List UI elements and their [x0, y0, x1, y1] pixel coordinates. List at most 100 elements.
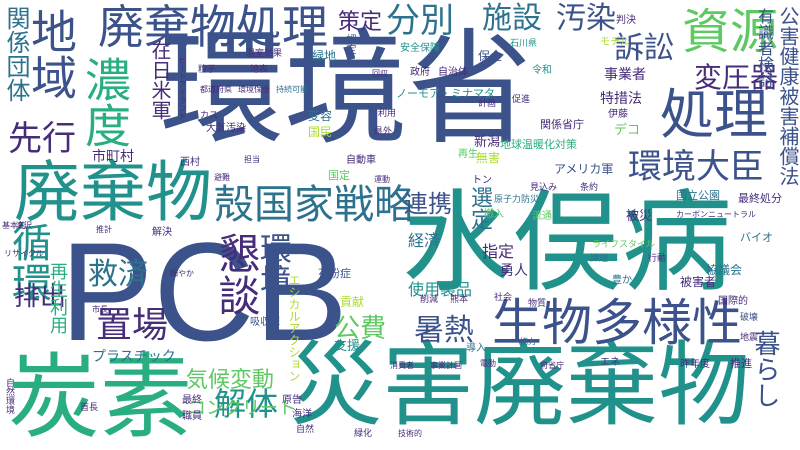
word-sakutei: 策定 [338, 10, 383, 35]
word-hen-atsuki: 変圧器 [694, 61, 779, 94]
word-kumamoto: 熊本 [450, 295, 469, 305]
word-shizen: 自然 [296, 425, 315, 435]
word-minamata: 水俣病 [402, 179, 732, 307]
word-concrete: コンクリート [188, 398, 296, 419]
word-donyu: 導入 [466, 343, 486, 354]
word-carbon-neutral: カーボンニュートラル [676, 210, 756, 219]
word-deco: デコ [614, 123, 641, 138]
word-saisei: 再生 [458, 149, 478, 160]
word-nintei: 認定 [344, 34, 355, 54]
word-kyushugen: 吸収源 [250, 317, 280, 328]
word-busshitsu: 物質 [528, 299, 547, 309]
word-renkei: 連携 [404, 190, 452, 218]
word-ethical-action: エシカルアクション [287, 274, 301, 382]
word-kyoryoku: 協力 [520, 337, 536, 346]
word-yushikisha: 有識者検討 [755, 8, 774, 88]
word-shokuin: 職員 [182, 411, 202, 422]
word-shicho: 市長 [92, 305, 108, 314]
word-junkan: 循環 [5, 222, 51, 302]
word-kengai: 県外 [374, 127, 393, 137]
word-kasu: カス [200, 111, 219, 121]
word-kogai-hosho: 公害健康被害補償法 [776, 6, 800, 186]
word-keikaku: 計画 [478, 99, 497, 109]
word-gijutsuteki: 技術的 [398, 429, 422, 438]
word-sokushin: 促進 [512, 95, 531, 105]
word-bio: バイオ [740, 231, 773, 244]
word-hisai: 被災 [626, 209, 653, 224]
word-hozen: 保全 [478, 49, 503, 63]
word-kokusaiteki: 国際的 [718, 296, 748, 307]
word-jizoku-kano: 持続可能 [276, 85, 308, 94]
word-kokuritsu-koen: 国立公園 [676, 189, 720, 202]
word-taiki-osen: 大気汚染 [206, 123, 246, 134]
word-kohi: 公費 [334, 314, 387, 344]
word-undo: 運動 [374, 175, 390, 184]
word-shori: 処理 [660, 83, 768, 146]
word-kihonteki: 基本的 [2, 221, 26, 230]
word-ishikawa: 石川県 [510, 39, 538, 49]
word-kadai: 課題 [590, 254, 609, 264]
word-ton: トン [472, 175, 492, 186]
word-kurashi: 暮らし [750, 330, 780, 408]
word-ryushi: 粒子 [198, 65, 217, 75]
word-kikou-hendo: 気候変動 [186, 368, 275, 393]
word-kokumin: 国民 [308, 125, 333, 139]
word-tanso: 炭素 [8, 344, 193, 450]
word-higaisha: 被害者 [680, 275, 717, 289]
word-onshitsu-koka: 温室効果 [246, 49, 283, 59]
word-niigata: 新潟 [474, 135, 501, 150]
word-genshiryoku: 原子力防災 [494, 195, 540, 205]
word-shonetsu: 暑熱 [414, 313, 474, 348]
word-kaiyo: 海洋 [292, 409, 312, 420]
word-kankei-shocho: 関係省庁 [540, 118, 584, 131]
word-todofuken: 都道府県 [200, 85, 232, 94]
word-tanto: 担当 [244, 155, 260, 164]
word-chikyu-ondanka: 地球温暖化対策 [500, 138, 577, 151]
word-sakugen: 削減 [420, 295, 439, 305]
word-hinan: 避難 [214, 173, 230, 182]
word-zainichi-beigun: 在日米軍 [148, 40, 172, 120]
word-nomore-minamata: ノーモア・ミナマタ [396, 87, 495, 100]
word-hanketsu: 判決 [616, 15, 636, 26]
word-nishimura: 西村 [180, 157, 200, 168]
word-saisei-riyo: 再生利用 [47, 262, 68, 334]
word-riyo: 利用 [378, 109, 397, 119]
word-okiba: 置場 [96, 305, 169, 346]
word-hannyu: 搬入 [484, 209, 504, 220]
word-tokusoho: 特措法 [600, 91, 642, 107]
word-kafunsho: 花粉症 [318, 267, 351, 280]
word-bunbetsu: 分別 [386, 1, 454, 41]
word-ito: 伊藤 [608, 109, 628, 120]
word-plastic: プラスチック [92, 349, 176, 365]
word-fushocho: 府省庁 [540, 361, 564, 370]
word-hakai: 破壊 [740, 313, 759, 323]
word-kokutei: 国定 [328, 169, 350, 182]
word-keizai: 経済 [408, 231, 441, 250]
word-jigyo-keikaku: 事業計画 [430, 361, 462, 370]
word-kyusai: 救済 [88, 257, 148, 292]
word-suishin: 推進 [730, 357, 752, 370]
word-model: モデル [600, 37, 630, 48]
word-shien: 支援 [334, 339, 361, 354]
word-kodo: 行動 [648, 254, 667, 264]
word-saishu: 最終 [182, 395, 202, 406]
word-ene: エネ [600, 357, 620, 368]
word-jishin: 地震 [740, 333, 759, 343]
word-shichoson: 市町村 [92, 149, 134, 165]
word-kankyo-hozen: 環境保全 [238, 85, 270, 94]
word-shisetsu: 施設 [482, 1, 542, 36]
word-senko: 先行 [8, 119, 76, 159]
word-kondan: 懇談 [212, 232, 261, 316]
word-haishutsu: 排出 [14, 282, 67, 312]
word-sosho: 訴訟 [614, 31, 674, 66]
word-ryokuchi: 緑地 [312, 49, 337, 63]
word-yutaka: 豊か [612, 275, 632, 286]
word-shakai: 社会 [494, 293, 513, 303]
word-koken: 貢献 [340, 295, 365, 309]
word-kyogikai: 協議会 [706, 263, 743, 277]
word-shiyo-seihin: 使用製品 [408, 280, 473, 299]
word-kankyo: 環境 [255, 232, 293, 296]
word-shitei: 指定 [482, 242, 515, 261]
word-ryokka: 緑化 [354, 429, 373, 439]
